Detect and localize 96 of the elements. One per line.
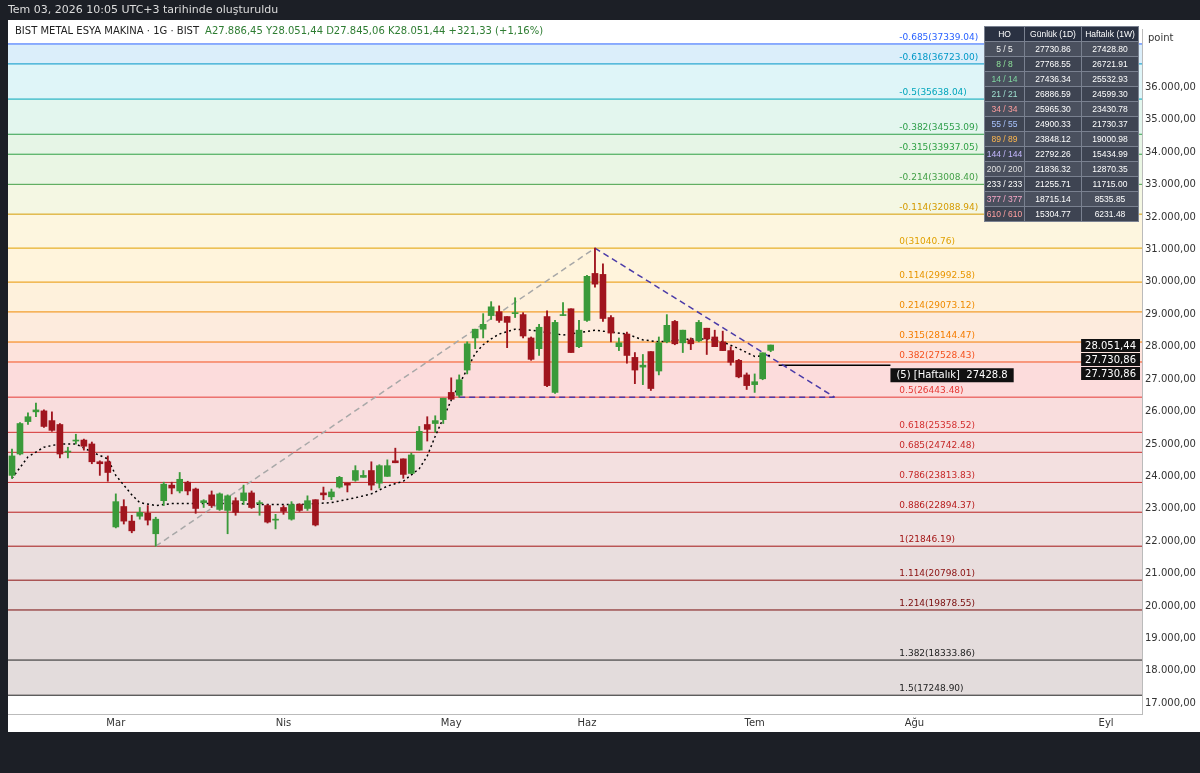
y-tick-label: 17.000,00 [1145, 696, 1196, 708]
y-tick-label: 20.000,00 [1145, 599, 1196, 611]
y-tick-label: 26.000,00 [1145, 405, 1196, 417]
ref-line-label: 0.618(25358.52) [899, 420, 976, 431]
ref-line-label: -0.382(34553.09) [899, 122, 979, 133]
y-tick-label: 32.000,00 [1145, 210, 1196, 222]
x-tick-label: Ağu [904, 716, 925, 728]
annotation: 34 / 34 [984, 101, 1025, 117]
ref-line-label: 1.214(19878.55) [899, 597, 976, 608]
y-tick-label: 24.000,00 [1145, 469, 1196, 481]
annotation: 26721.91 [1081, 56, 1139, 72]
annotation: 233 / 233 [984, 176, 1025, 192]
annotation: (5) [Haftalık] 27428.8 [896, 368, 1008, 380]
y-tick-label: 23.000,00 [1145, 502, 1196, 514]
y-tick-label: 27.000,00 [1145, 372, 1196, 384]
y-tick-label: 19.000,00 [1145, 632, 1196, 644]
annotation: 28.051,44 [1085, 339, 1137, 351]
ref-line-label: 1.114(20798.01) [899, 568, 976, 579]
ref-line-label: -0.214(33008.40) [899, 172, 979, 183]
y-tick-label: 18.000,00 [1145, 664, 1196, 676]
x-tick-label: Mar [106, 716, 127, 728]
annotation: 12870.35 [1081, 161, 1139, 177]
x-tick-label: Nis [275, 716, 292, 728]
ref-line-label: 0.685(24742.48) [899, 440, 976, 451]
annotation: 26886.59 [1024, 86, 1082, 102]
category-label: Günlük (1D) [1024, 26, 1082, 42]
annotation: 27436.34 [1024, 71, 1082, 87]
y-tick-label: 29.000,00 [1145, 307, 1196, 319]
y-tick-label: 25.000,00 [1145, 437, 1196, 449]
y-tick-label: 21.000,00 [1145, 567, 1196, 579]
annotation: 55 / 55 [984, 116, 1025, 132]
ref-line-label: -0.685(37339.04) [899, 31, 979, 42]
annotation: 144 / 144 [984, 146, 1025, 162]
annotation: 14 / 14 [984, 71, 1025, 87]
annotation: 610 / 610 [984, 206, 1025, 222]
annotation: 22792.26 [1024, 146, 1082, 162]
annotation: 24599.30 [1081, 86, 1139, 102]
ref-line-label: -0.618(36723.00) [899, 51, 979, 62]
ref-line-label: 0.315(28144.47) [899, 329, 976, 340]
annotation: 27428.80 [1081, 41, 1139, 57]
chart-title: BIST METAL ESYA MAKINA · 1G · BIST [15, 25, 200, 36]
x-tick-label: May [440, 716, 462, 728]
ref-line-label: 0.382(27528.43) [899, 349, 976, 360]
y-tick-label: 36.000,00 [1145, 80, 1196, 92]
y-tick-label: 28.000,00 [1145, 340, 1196, 352]
annotation: 27.730,86 [1085, 367, 1137, 379]
annotation: 21836.32 [1024, 161, 1082, 177]
ref-line-label: 1(21846.19) [899, 534, 956, 545]
annotation: 8 / 8 [984, 56, 1025, 72]
annotation: 23848.12 [1024, 131, 1082, 147]
y-axis-title: point [1148, 31, 1174, 43]
ref-line-label: -0.5(35638.04) [899, 86, 967, 97]
x-tick-label: Haz [577, 716, 597, 728]
y-tick-label: 35.000,00 [1145, 113, 1196, 125]
text: Tem 03, 2026 10:05 UTC+3 tarihinde oluşturuldu [8, 3, 279, 16]
annotation: 18715.14 [1024, 191, 1082, 207]
annotation: 377 / 377 [984, 191, 1025, 207]
ref-line-label: 0.886(22894.37) [899, 500, 976, 511]
annotation: 8535.85 [1081, 191, 1139, 207]
annotation: 200 / 200 [984, 161, 1025, 177]
y-tick-label: 30.000,00 [1145, 275, 1196, 287]
ref-line-label: 0.214(29073.12) [899, 299, 976, 310]
y-tick-label: 33.000,00 [1145, 178, 1196, 190]
ref-line-label: 1.382(18333.86) [899, 647, 976, 658]
category-label: HO [984, 26, 1025, 42]
annotation: 23430.78 [1081, 101, 1139, 117]
y-tick-label: 34.000,00 [1145, 145, 1196, 157]
ref-line-label: -0.315(33937.05) [899, 142, 979, 153]
annotation: 15304.77 [1024, 206, 1082, 222]
annotation: 21255.71 [1024, 176, 1082, 192]
y-tick-label: 22.000,00 [1145, 534, 1196, 546]
chart-subtitle: A27.886,45 Y28.051,44 D27.845,06 K28.051,44 +321,33 (+1,16%) [205, 25, 544, 36]
annotation: 21730.37 [1081, 116, 1139, 132]
annotation: 6231.48 [1081, 206, 1139, 222]
category-label: Haftalık (1W) [1081, 26, 1139, 42]
annotation: 5 / 5 [984, 41, 1025, 57]
ref-line-label: 0.786(23813.83) [899, 470, 976, 481]
annotation: 19000.98 [1081, 131, 1139, 147]
annotation: 25532.93 [1081, 71, 1139, 87]
ref-line-label: 1.5(17248.90) [899, 683, 964, 694]
ref-line-label: 0(31040.76) [899, 235, 956, 246]
annotation: 11715.00 [1081, 176, 1139, 192]
annotation: 25965.30 [1024, 101, 1082, 117]
annotation: 89 / 89 [984, 131, 1025, 147]
ref-line-label: -0.114(32088.94) [899, 201, 979, 212]
ref-line-label: 0.114(29992.58) [899, 269, 976, 280]
x-tick-label: Eyl [1098, 716, 1114, 728]
annotation: 21 / 21 [984, 86, 1025, 102]
annotation: 27730.86 [1024, 41, 1082, 57]
annotation: 24900.33 [1024, 116, 1082, 132]
annotation: 15434.99 [1081, 146, 1139, 162]
x-tick-label: Tem [743, 716, 765, 728]
annotation: 27768.55 [1024, 56, 1082, 72]
ref-line-label: 0.5(26443.48) [899, 385, 964, 395]
y-tick-label: 31.000,00 [1145, 243, 1196, 255]
annotation: 27.730,86 [1085, 353, 1137, 365]
